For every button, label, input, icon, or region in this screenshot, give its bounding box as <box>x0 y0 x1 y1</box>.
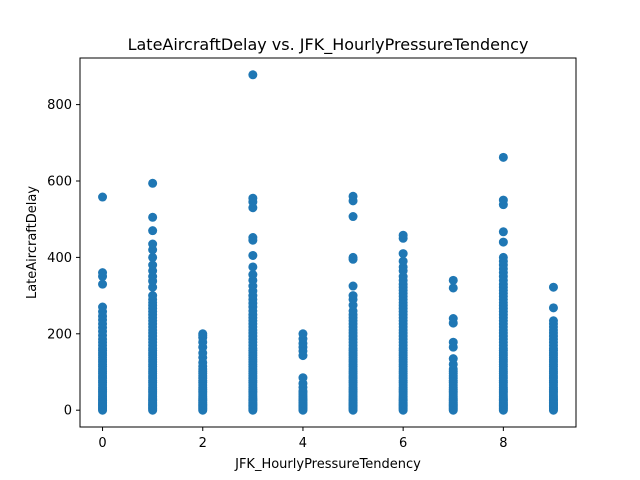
data-point <box>148 252 158 262</box>
data-point <box>548 316 558 326</box>
data-point <box>148 291 158 301</box>
data-point <box>498 195 508 205</box>
data-point <box>498 152 508 162</box>
data-point <box>398 249 408 259</box>
data-point <box>448 283 458 293</box>
y-tick-label: 600 <box>47 175 72 190</box>
x-tick-label: 8 <box>499 436 507 451</box>
data-point <box>298 329 308 339</box>
data-point <box>498 237 508 247</box>
data-point <box>348 291 358 301</box>
data-point <box>248 262 258 272</box>
y-tick-label: 200 <box>47 327 72 342</box>
data-point <box>398 256 408 266</box>
data-point <box>148 260 158 270</box>
y-axis-ticks: 0 200 400 600 800 <box>47 98 80 419</box>
y-tick-label: 800 <box>47 98 72 113</box>
data-point <box>148 178 158 188</box>
data-point <box>448 337 458 347</box>
x-tick-label: 2 <box>199 436 207 451</box>
data-points <box>98 70 558 415</box>
y-tick-label: 400 <box>47 251 72 266</box>
data-point <box>198 329 208 339</box>
data-point <box>298 373 308 383</box>
data-point <box>98 279 108 289</box>
data-point <box>348 281 358 291</box>
data-point <box>348 252 358 262</box>
data-point <box>498 227 508 237</box>
x-axis-label: JFK_HourlyPressureTendency <box>234 457 421 472</box>
data-point <box>448 354 458 364</box>
data-point <box>98 192 108 202</box>
data-point <box>248 270 258 280</box>
data-point <box>448 314 458 324</box>
data-point <box>348 191 358 201</box>
plot-area-frame <box>79 57 577 428</box>
data-point <box>548 303 558 313</box>
data-point <box>448 275 458 285</box>
data-point <box>148 239 158 249</box>
y-axis-label: LateAircraftDelay <box>25 186 40 299</box>
data-point <box>148 226 158 236</box>
x-axis-ticks: 0 2 4 6 8 <box>98 427 507 451</box>
data-point <box>348 212 358 222</box>
data-point <box>248 193 258 203</box>
x-tick-label: 0 <box>98 436 106 451</box>
data-point <box>248 70 258 80</box>
data-point <box>498 252 508 262</box>
y-tick-label: 0 <box>64 404 72 419</box>
data-point <box>398 230 408 240</box>
x-tick-label: 6 <box>399 436 407 451</box>
data-point <box>98 268 108 278</box>
data-point <box>148 212 158 222</box>
chart-title: LateAircraftDelay vs. JFK_HourlyPressure… <box>128 35 529 55</box>
data-point <box>548 282 558 292</box>
data-point <box>248 233 258 243</box>
x-tick-label: 4 <box>299 436 307 451</box>
data-point <box>98 302 108 312</box>
data-point <box>248 250 258 260</box>
